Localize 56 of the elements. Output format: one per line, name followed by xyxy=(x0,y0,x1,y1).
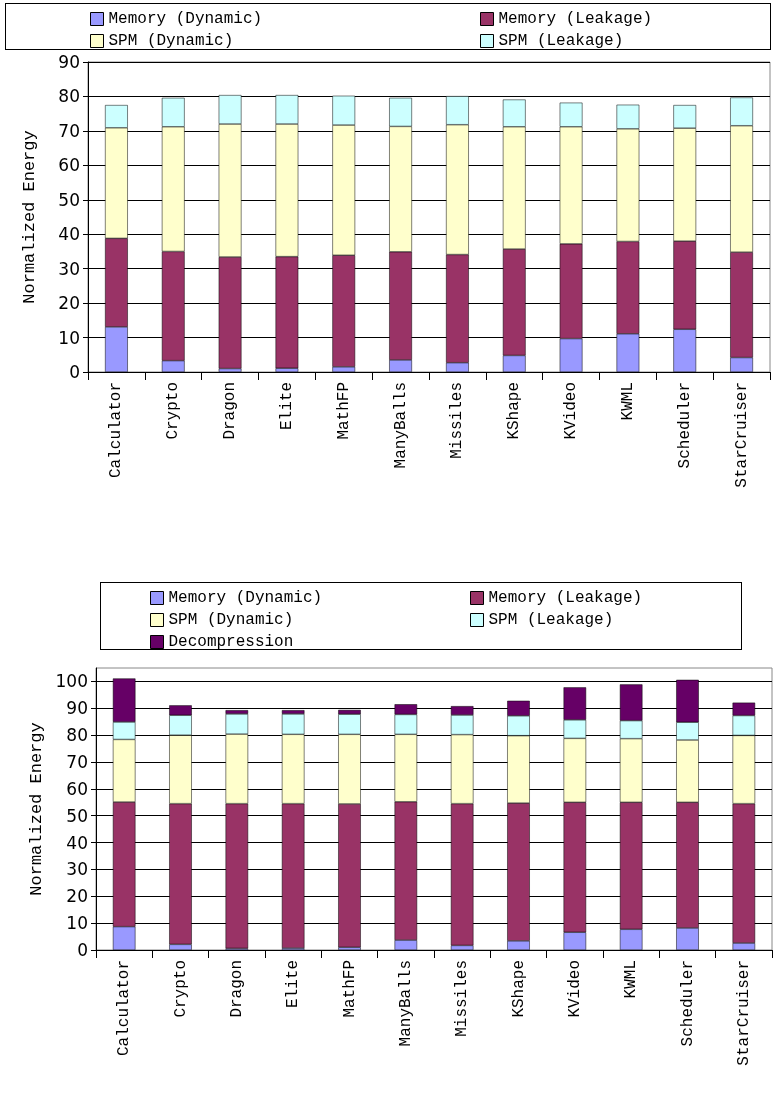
y-tick-label: 10 xyxy=(58,327,80,348)
y-tick-label: 40 xyxy=(66,832,88,853)
x-tick-label: Elite xyxy=(277,382,296,431)
legend-label: Memory (Dynamic) xyxy=(168,589,323,607)
x-tick-label: Calculator xyxy=(115,960,134,1057)
x-tick-label: KShape xyxy=(505,382,524,440)
y-tick-label: 90 xyxy=(66,698,88,719)
y-tick-label: 10 xyxy=(66,913,88,934)
x-tick-label: KWML xyxy=(618,382,637,421)
legend-label: Memory (Leakage) xyxy=(488,589,643,607)
x-tick-label: ManyBalls xyxy=(391,382,410,469)
y-tick-label: 100 xyxy=(55,671,88,692)
x-tick-label: Crypto xyxy=(171,960,190,1018)
x-tick-label: KVideo xyxy=(562,382,581,440)
x-tick-label: Dragon xyxy=(227,960,246,1018)
y-tick-label: 70 xyxy=(66,752,88,772)
y-axis-title: Normalized Energy xyxy=(26,722,46,896)
y-tick-label: 40 xyxy=(58,224,80,245)
x-tick-label: Missiles xyxy=(448,382,467,459)
y-tick-label: 0 xyxy=(77,940,88,960)
legend-label: Memory (Dynamic) xyxy=(108,10,263,28)
y-tick-label: 30 xyxy=(58,258,80,279)
x-tick-label: MathFP xyxy=(340,960,359,1018)
y-tick-label: 80 xyxy=(66,725,88,746)
legend-label: SPM (Leakage) xyxy=(488,611,614,629)
x-tick-label: KVideo xyxy=(565,960,584,1018)
y-tick-label: 60 xyxy=(58,155,80,176)
y-tick-label: 60 xyxy=(66,778,88,799)
x-tick-label: StarCruiser xyxy=(732,382,751,488)
legend-label: SPM (Dynamic) xyxy=(168,611,294,629)
y-tick-label: 90 xyxy=(58,52,80,72)
y-tick-label: 70 xyxy=(58,120,80,141)
x-tick-label: MathFP xyxy=(334,382,353,440)
y-tick-label: 30 xyxy=(66,859,88,880)
x-tick-label: ManyBalls xyxy=(396,960,415,1047)
x-tick-label: Dragon xyxy=(221,382,240,440)
y-tick-label: 20 xyxy=(66,886,88,907)
x-tick-label: Elite xyxy=(284,960,303,1009)
x-tick-label: Crypto xyxy=(164,382,183,440)
x-tick-label: KWML xyxy=(622,960,641,999)
x-tick-label: Calculator xyxy=(107,382,126,479)
x-tick-label: StarCruiser xyxy=(734,960,753,1066)
x-tick-label: KShape xyxy=(509,960,528,1018)
y-tick-label: 50 xyxy=(66,805,88,826)
y-tick-label: 50 xyxy=(58,189,80,210)
legend-label: Decompression xyxy=(168,633,294,651)
x-tick-label: Scheduler xyxy=(678,960,697,1047)
y-tick-label: 20 xyxy=(58,293,80,314)
legend-label: SPM (Dynamic) xyxy=(108,32,234,50)
legend-label: SPM (Leakage) xyxy=(498,32,624,50)
legend-label: Memory (Leakage) xyxy=(498,10,653,28)
y-tick-label: 80 xyxy=(58,86,80,107)
y-axis-title: Normalized Energy xyxy=(20,130,39,304)
x-tick-label: Scheduler xyxy=(675,382,694,469)
y-tick-label: 0 xyxy=(69,362,80,382)
x-tick-label: Missiles xyxy=(453,960,472,1037)
